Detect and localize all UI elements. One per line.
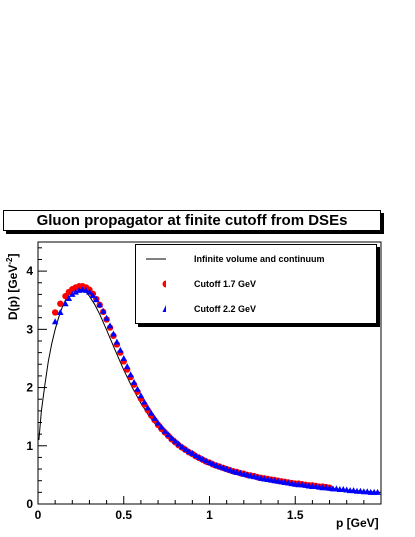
y-axis-label-text: D(p) [GeV: [6, 264, 20, 320]
y-axis-label-exponent: -2: [5, 257, 14, 265]
data-point-cutoff-22: [209, 460, 217, 467]
data-point-cutoff-22: [254, 473, 261, 480]
data-point-cutoff-22: [123, 363, 131, 370]
legend: Infinite volume and continuum Cutoff 1.7…: [135, 244, 377, 324]
data-point-cutoff-22: [147, 409, 155, 416]
data-point-cutoff-22: [185, 448, 193, 455]
x-axis-label: p [GeV]: [336, 516, 379, 530]
y-tick-label: 4: [26, 264, 33, 278]
legend-circle-icon: [162, 280, 166, 288]
data-point-cutoff-22: [141, 398, 148, 405]
data-point-cutoff-22: [199, 455, 206, 462]
data-point-cutoff-22: [113, 338, 121, 345]
legend-label-cutoff-17: Cutoff 1.7 GeV: [194, 279, 257, 289]
data-point-cutoff-22: [62, 300, 69, 307]
legend-label-cutoff-22: Cutoff 2.2 GeV: [194, 304, 257, 314]
data-point-cutoff-22: [158, 423, 165, 430]
x-tick-label: 0.5: [115, 508, 132, 522]
data-point-cutoff-22: [244, 471, 251, 478]
data-point-cutoff-22: [178, 443, 186, 450]
data-point-cutoff-22: [89, 292, 97, 299]
data-point-cutoff-22: [154, 419, 162, 426]
data-point-cutoff-22: [96, 301, 103, 308]
data-point-cutoff-22: [202, 457, 210, 464]
data-point-cutoff-22: [134, 385, 141, 392]
data-point-cutoff-22: [72, 288, 79, 295]
data-point-cutoff-22: [237, 469, 244, 476]
data-point-cutoff-22: [161, 427, 169, 434]
data-point-cutoff-22: [192, 452, 199, 459]
data-point-cutoff-22: [220, 464, 227, 471]
data-point-cutoff-22: [82, 286, 90, 293]
data-point-cutoff-22: [130, 378, 138, 385]
y-axis-label: D(p) [GeV-2]: [5, 254, 20, 320]
data-point-cutoff-22: [216, 463, 223, 470]
data-point-cutoff-22: [172, 437, 179, 444]
data-point-cutoff-22: [57, 308, 64, 315]
legend-item-cutoff-17: Cutoff 1.7 GeV: [136, 276, 376, 292]
data-point-cutoff-22: [106, 322, 114, 329]
data-point-cutoff-22: [120, 354, 127, 361]
data-point-cutoff-22: [117, 346, 124, 353]
data-point-cutoff-22: [182, 445, 189, 452]
data-point-cutoff-22: [165, 431, 172, 438]
legend-item-infinite: Infinite volume and continuum: [136, 251, 376, 267]
legend-line-icon: [146, 258, 166, 260]
data-point-cutoff-22: [51, 318, 59, 325]
series-layer: [38, 283, 382, 495]
x-tick-label: 1.5: [287, 508, 304, 522]
data-point-cutoff-22: [103, 314, 110, 321]
data-point-cutoff-22: [175, 440, 182, 447]
y-tick-label: 3: [26, 322, 33, 336]
data-point-cutoff-22: [137, 392, 145, 399]
chart-title-text: Gluon propagator at finite cutoff from D…: [36, 212, 348, 229]
x-tick-label: 0: [35, 508, 42, 522]
data-point-cutoff-22: [223, 465, 230, 472]
data-point-cutoff-22: [110, 330, 117, 337]
data-point-cutoff-22: [230, 467, 237, 474]
x-tick-label: 1: [206, 508, 213, 522]
data-point-cutoff-22: [151, 414, 158, 421]
data-point-cutoff-22: [374, 488, 381, 495]
data-point-cutoff-22: [196, 453, 203, 460]
data-point-cutoff-22: [127, 371, 134, 378]
data-point-cutoff-22: [189, 449, 196, 456]
legend-label-infinite: Infinite volume and continuum: [194, 254, 325, 264]
data-point-cutoff-22: [99, 307, 107, 314]
x-axis: 0 0.5 1 1.5: [35, 496, 382, 522]
y-tick-label: 1: [26, 439, 33, 453]
data-point-cutoff-22: [144, 404, 151, 411]
data-point-cutoff-17: [57, 300, 64, 307]
y-tick-label: 2: [26, 381, 33, 395]
data-point-cutoff-22: [213, 462, 220, 469]
data-point-cutoff-22: [86, 288, 93, 295]
data-point-cutoff-17: [51, 309, 59, 316]
legend-item-cutoff-22: Cutoff 2.2 GeV: [136, 301, 376, 317]
data-point-cutoff-22: [226, 466, 234, 473]
chart-title: Gluon propagator at finite cutoff from D…: [3, 210, 381, 231]
y-axis-label-close: ]: [6, 253, 20, 258]
y-tick-label: 0: [26, 497, 33, 511]
data-point-cutoff-22: [168, 434, 175, 441]
y-axis: 0 1 2 3 4: [26, 247, 47, 511]
data-point-cutoff-22: [93, 296, 100, 303]
data-point-cutoff-22: [69, 290, 76, 297]
data-point-cutoff-22: [206, 459, 213, 466]
legend-triangle-icon: [162, 305, 166, 312]
data-point-cutoff-22: [65, 294, 73, 301]
